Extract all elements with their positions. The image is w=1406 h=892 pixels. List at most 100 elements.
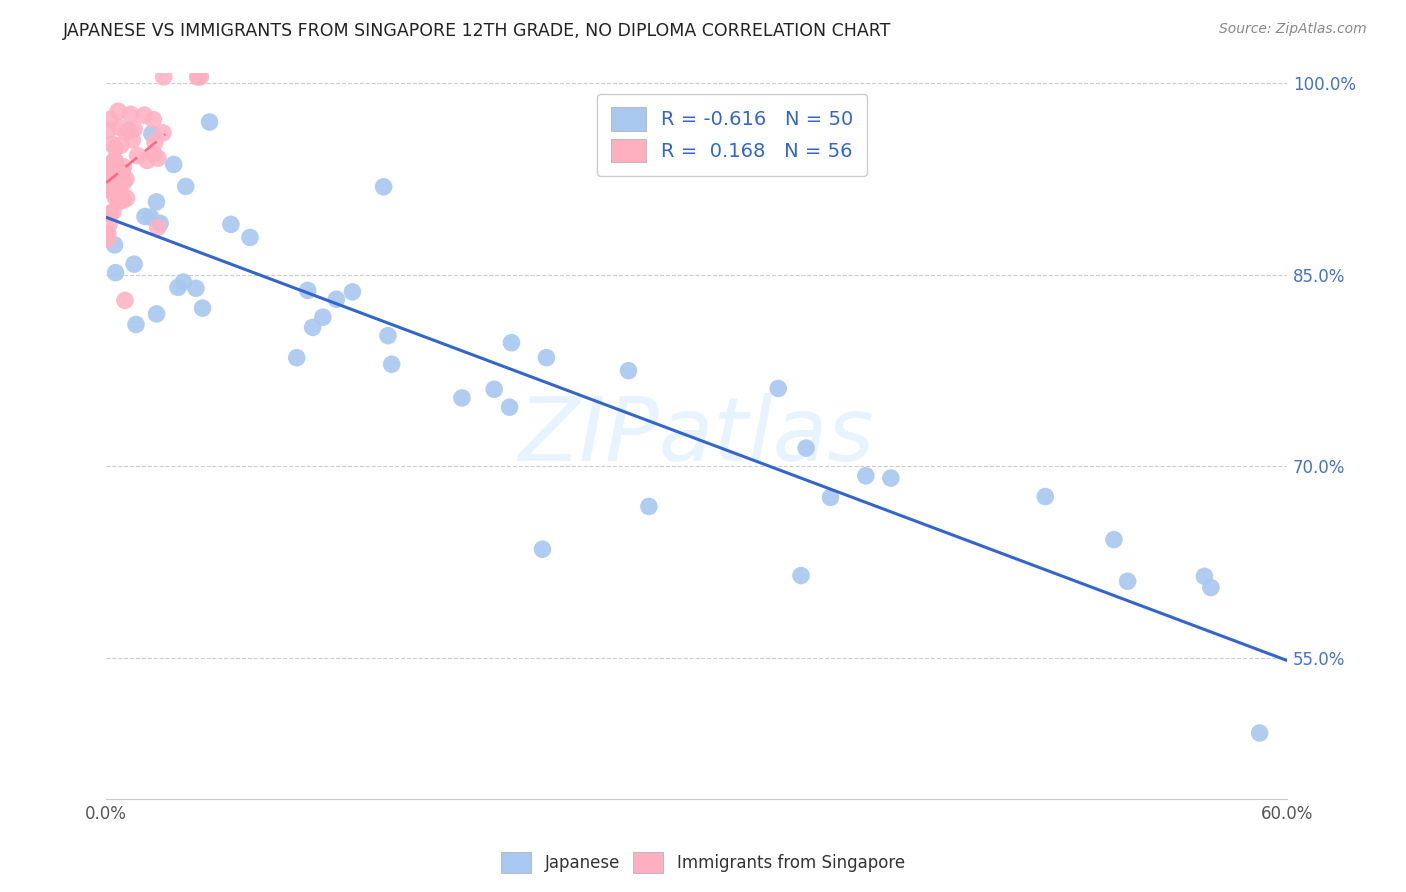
Point bbox=[97, 170, 120, 185]
Point bbox=[122, 257, 145, 271]
Point bbox=[163, 157, 186, 171]
Point bbox=[104, 191, 127, 205]
Point bbox=[484, 382, 506, 396]
Point bbox=[134, 210, 156, 224]
Point bbox=[325, 293, 347, 307]
Point bbox=[152, 126, 174, 140]
Text: ZIPatlas: ZIPatlas bbox=[519, 392, 875, 479]
Point bbox=[1033, 490, 1056, 504]
Point bbox=[1194, 569, 1216, 583]
Legend: Japanese, Immigrants from Singapore: Japanese, Immigrants from Singapore bbox=[495, 846, 911, 880]
Point bbox=[198, 115, 221, 129]
Point bbox=[101, 174, 124, 188]
Point bbox=[98, 217, 121, 231]
Point bbox=[219, 218, 242, 232]
Point bbox=[342, 285, 364, 299]
Point bbox=[1249, 726, 1271, 740]
Point bbox=[297, 284, 319, 298]
Point bbox=[373, 179, 395, 194]
Point bbox=[149, 216, 172, 230]
Point bbox=[127, 149, 149, 163]
Point bbox=[104, 165, 127, 179]
Point bbox=[187, 70, 209, 84]
Point bbox=[105, 187, 128, 202]
Point bbox=[172, 275, 194, 289]
Point bbox=[103, 153, 125, 167]
Point bbox=[638, 500, 661, 514]
Point bbox=[145, 307, 167, 321]
Point bbox=[501, 335, 523, 350]
Point bbox=[136, 153, 159, 168]
Point bbox=[1199, 581, 1222, 595]
Point bbox=[531, 542, 554, 557]
Point bbox=[104, 266, 127, 280]
Point bbox=[97, 227, 120, 241]
Point bbox=[100, 157, 122, 171]
Point bbox=[134, 108, 156, 122]
Point bbox=[103, 238, 125, 252]
Point bbox=[114, 293, 136, 308]
Point bbox=[191, 301, 214, 315]
Point bbox=[790, 568, 813, 582]
Point bbox=[120, 107, 142, 121]
Point bbox=[104, 158, 127, 172]
Point bbox=[855, 468, 877, 483]
Point bbox=[167, 280, 190, 294]
Point bbox=[115, 172, 138, 186]
Point bbox=[122, 122, 145, 136]
Point bbox=[107, 104, 129, 119]
Point bbox=[188, 70, 211, 84]
Point bbox=[96, 176, 118, 190]
Point bbox=[108, 194, 131, 209]
Point bbox=[98, 164, 121, 178]
Text: Source: ZipAtlas.com: Source: ZipAtlas.com bbox=[1219, 22, 1367, 37]
Point bbox=[768, 381, 790, 395]
Point bbox=[820, 491, 842, 505]
Point bbox=[112, 193, 135, 207]
Point bbox=[1102, 533, 1125, 547]
Point bbox=[115, 125, 138, 139]
Point bbox=[115, 191, 138, 205]
Point bbox=[108, 177, 131, 191]
Point bbox=[96, 232, 118, 246]
Point bbox=[100, 207, 122, 221]
Point bbox=[96, 227, 118, 242]
Point bbox=[139, 210, 162, 224]
Point bbox=[104, 187, 127, 202]
Point bbox=[108, 169, 131, 183]
Point bbox=[111, 165, 134, 179]
Point bbox=[96, 183, 118, 197]
Point bbox=[498, 401, 520, 415]
Point bbox=[98, 180, 121, 194]
Point bbox=[104, 140, 127, 154]
Point bbox=[112, 176, 135, 190]
Point bbox=[301, 320, 323, 334]
Point bbox=[101, 204, 124, 219]
Point bbox=[377, 328, 399, 343]
Point bbox=[110, 138, 132, 153]
Point bbox=[142, 147, 165, 161]
Text: JAPANESE VS IMMIGRANTS FROM SINGAPORE 12TH GRADE, NO DIPLOMA CORRELATION CHART: JAPANESE VS IMMIGRANTS FROM SINGAPORE 12… bbox=[63, 22, 891, 40]
Point bbox=[97, 123, 120, 137]
Point bbox=[146, 220, 169, 235]
Point bbox=[110, 189, 132, 203]
Legend: R = -0.616   N = 50, R =  0.168   N = 56: R = -0.616 N = 50, R = 0.168 N = 56 bbox=[598, 94, 868, 176]
Point bbox=[141, 127, 163, 141]
Point bbox=[104, 153, 127, 168]
Point bbox=[112, 160, 135, 174]
Point bbox=[312, 310, 335, 325]
Point bbox=[1116, 574, 1139, 589]
Point bbox=[451, 391, 474, 405]
Point bbox=[121, 133, 143, 147]
Point bbox=[108, 120, 131, 135]
Point bbox=[184, 281, 207, 295]
Point bbox=[101, 137, 124, 152]
Point bbox=[100, 112, 122, 127]
Point bbox=[98, 169, 121, 184]
Point bbox=[146, 151, 169, 165]
Point bbox=[118, 123, 141, 137]
Point bbox=[142, 112, 165, 127]
Point bbox=[239, 230, 262, 244]
Point bbox=[143, 135, 166, 149]
Point bbox=[794, 441, 817, 455]
